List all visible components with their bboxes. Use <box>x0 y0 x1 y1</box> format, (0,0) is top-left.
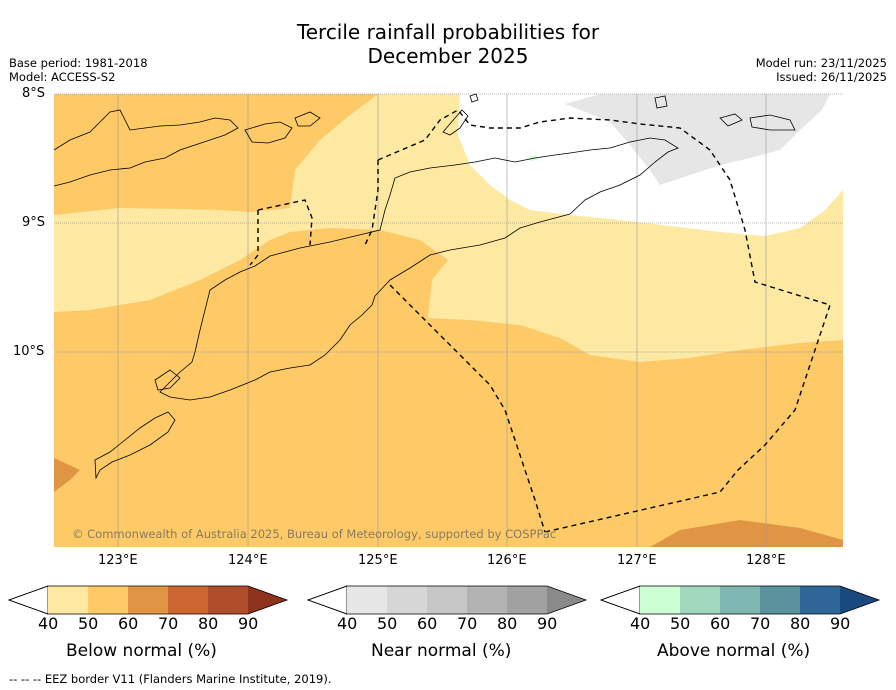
colorbar-segment <box>208 586 248 614</box>
colorbar-tick-label: 50 <box>377 614 398 633</box>
colorbar-segment <box>760 586 800 614</box>
colorbar-title-near: Near normal (%) <box>371 641 512 661</box>
lon-label-125e: 125°E <box>358 553 398 568</box>
meta-right: Model run: 23/11/2025 Issued: 26/11/2025 <box>756 56 887 84</box>
lat-label-9s: 9°S <box>22 215 46 230</box>
colorbar-tick-label: 90 <box>537 614 558 633</box>
colorbar-outline <box>306 585 588 615</box>
colorbar-tick-label: 90 <box>238 614 259 633</box>
region-below-60-70-west <box>54 458 80 492</box>
colorbar-segment <box>720 586 760 614</box>
colorbar-tick-label: 90 <box>830 614 851 633</box>
colorbar-tick-label: 60 <box>710 614 731 633</box>
colorbar-high-extend <box>547 586 586 614</box>
title-line-1: Tercile rainfall probabilities for <box>296 20 600 44</box>
lon-label-126e: 126°E <box>487 553 527 568</box>
lat-label-8s: 8°S <box>22 86 46 101</box>
title-line-2: December 2025 <box>367 44 529 68</box>
lon-label-128e: 128°E <box>746 553 786 568</box>
colorbar-segment <box>467 586 507 614</box>
model-run: Model run: 23/11/2025 <box>755 56 887 70</box>
colorbar-above-normal <box>599 585 881 615</box>
region-near-normal <box>565 94 830 185</box>
colorbar-segment <box>48 586 88 614</box>
colorbar-segment <box>680 586 720 614</box>
colorbar-below-normal <box>7 585 289 615</box>
colorbar-segment <box>387 586 427 614</box>
map-title: Tercile rainfall probabilities for Decem… <box>0 20 896 68</box>
eez-border <box>249 109 831 533</box>
colorbar-tick-label: 50 <box>670 614 691 633</box>
colorbar-tick-label: 60 <box>118 614 139 633</box>
colorbar-outline <box>599 585 881 615</box>
colorbar-segment <box>347 586 387 614</box>
colorbar-tick-label: 70 <box>457 614 478 633</box>
meta-left: Base period: 1981-2018 Model: ACCESS-S2 <box>9 56 148 84</box>
issued-date: Issued: 26/11/2025 <box>776 70 887 84</box>
colorbars <box>7 585 881 615</box>
colorbar-title-below: Below normal (%) <box>66 641 217 661</box>
colorbar-segment <box>507 586 547 614</box>
model-name: Model: ACCESS-S2 <box>9 70 116 84</box>
colorbar-segment <box>427 586 467 614</box>
colorbar-high-extend <box>840 586 879 614</box>
colorbar-outline <box>7 585 289 615</box>
lat-label-10s: 10°S <box>13 344 45 359</box>
colorbar-segment <box>640 586 680 614</box>
colorbar-tick-label: 80 <box>198 614 219 633</box>
colorbar-tick-label: 80 <box>790 614 811 633</box>
colorbar-title-above: Above normal (%) <box>657 641 811 661</box>
base-period: Base period: 1981-2018 <box>9 56 148 70</box>
colorbar-tick-label: 60 <box>417 614 438 633</box>
colorbar-near-normal <box>306 585 588 615</box>
colorbar-low-extend <box>306 585 348 615</box>
footer-note: -- -- -- EEZ border V11 (Flanders Marine… <box>9 672 332 686</box>
colorbar-tick-label: 70 <box>158 614 179 633</box>
lon-label-123e: 123°E <box>98 553 138 568</box>
colorbar-low-extend <box>7 585 49 615</box>
colorbar-tick-label: 40 <box>630 614 651 633</box>
colorbar-tick-label: 80 <box>497 614 518 633</box>
colorbar-low-extend <box>599 585 641 615</box>
region-below-60-70-south <box>650 520 843 547</box>
lon-label-124e: 124°E <box>228 553 268 568</box>
colorbar-segment <box>800 586 840 614</box>
copyright-notice: © Commonwealth of Australia 2025, Bureau… <box>72 527 557 541</box>
colorbar-segment <box>168 586 208 614</box>
colorbar-tick-label: 70 <box>750 614 771 633</box>
colorbar-tick-label: 50 <box>78 614 99 633</box>
colorbar-tick-label: 40 <box>337 614 358 633</box>
lon-label-127e: 127°E <box>617 553 657 568</box>
coastlines <box>53 93 796 480</box>
colorbar-segment <box>128 586 168 614</box>
colorbar-tick-label: 40 <box>38 614 59 633</box>
colorbar-segment <box>88 586 128 614</box>
colorbar-high-extend <box>248 586 287 614</box>
